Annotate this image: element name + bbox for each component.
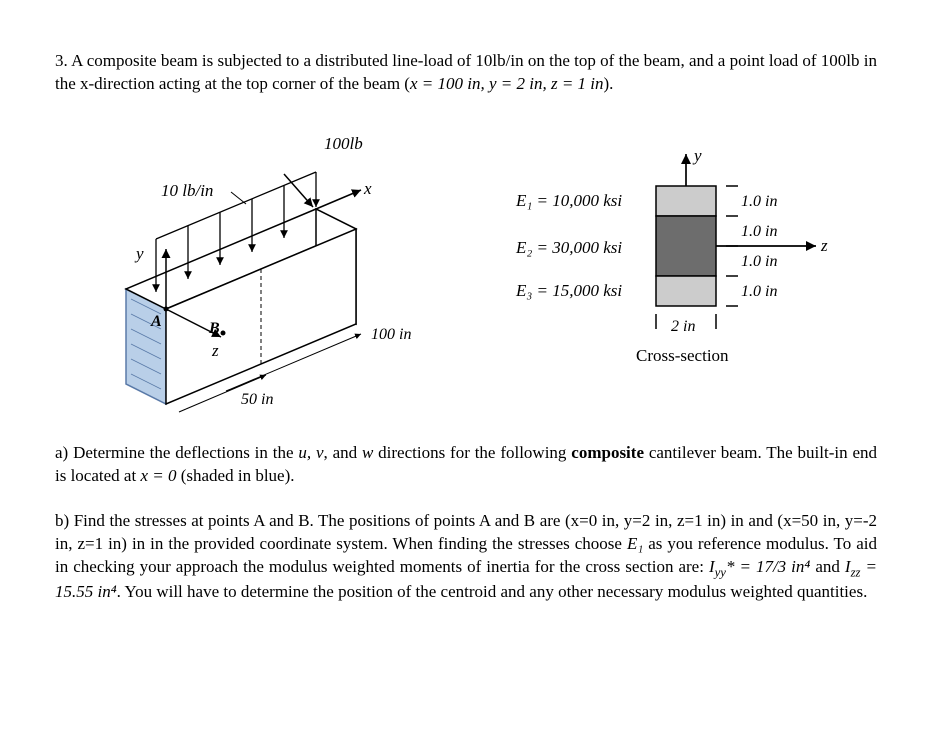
cs-caption: Cross-section <box>636 346 729 365</box>
layer-E1 <box>656 186 716 216</box>
dim-width: 2 in <box>671 318 695 335</box>
part-a-t4: (shaded in blue). <box>176 466 294 485</box>
part-a-bold: composite <box>571 443 644 462</box>
cross-section-diagram: y z E₁ = 10,000 ksi E₂ = 30,000 ksi E₃ =… <box>456 136 866 391</box>
part-b-Izz-sub: zz <box>851 565 861 579</box>
dim-100: 100 in <box>371 326 411 343</box>
part-a-and: , and <box>324 443 362 462</box>
E3-label: E₃ = 15,000 ksi <box>515 281 622 300</box>
dim-50: 50 in <box>241 391 273 408</box>
axis-y-label: y <box>134 244 144 263</box>
part-b-Iyy-sub: yy <box>715 565 726 579</box>
part-b-E1: E₁ <box>627 534 643 553</box>
problem-text-b: ). <box>604 74 614 93</box>
part-b-t3: . You will have to determine the positio… <box>117 582 868 601</box>
axis-x-label: x <box>363 179 372 198</box>
dim-layer2b: 1.0 in <box>741 253 777 270</box>
label-B: B <box>208 320 220 337</box>
axis-z-label: z <box>211 341 219 360</box>
part-b-and: and <box>810 557 845 576</box>
part-a-w: w <box>362 443 373 462</box>
point-load-label: 100lb <box>324 134 363 153</box>
part-a-t1: Determine the deflections in the <box>73 443 298 462</box>
problem-statement: 3. A composite beam is subjected to a di… <box>55 50 877 96</box>
cs-axis-z: z <box>820 236 828 255</box>
part-a-xeq: x = 0 <box>140 466 176 485</box>
part-b-Iyy-val: * = 17/3 in⁴ <box>726 557 810 576</box>
part-b: b) Find the stresses at points A and B. … <box>55 510 877 604</box>
layer-E2 <box>656 216 716 276</box>
dim-layer2a: 1.0 in <box>741 223 777 240</box>
cs-axis-y: y <box>692 146 702 165</box>
E2-label: E₂ = 30,000 ksi <box>515 238 622 257</box>
E1-label: E₁ = 10,000 ksi <box>515 191 622 210</box>
problem-number: 3. <box>55 51 68 70</box>
dim-layer3: 1.0 in <box>741 283 777 300</box>
beam-diagram: A B 10 lb/in 100lb y x z <box>66 114 426 414</box>
part-a-uvw: u, v <box>298 443 323 462</box>
problem-coords: x = 100 in, y = 2 in, z = 1 in <box>410 74 604 93</box>
dim-layer1: 1.0 in <box>741 193 777 210</box>
part-a: a) Determine the deflections in the u, v… <box>55 442 877 488</box>
layer-E3 <box>656 276 716 306</box>
label-A: A <box>150 313 162 330</box>
figures-row: A B 10 lb/in 100lb y x z <box>55 114 877 414</box>
part-a-t2: directions for the following <box>373 443 571 462</box>
part-a-label: a) <box>55 443 68 462</box>
dist-load-label: 10 lb/in <box>161 181 213 200</box>
part-b-label: b) <box>55 511 69 530</box>
